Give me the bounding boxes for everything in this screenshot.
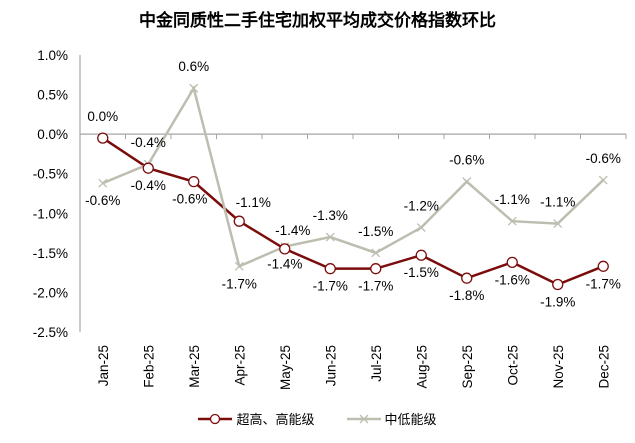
- data-label: -1.8%: [449, 288, 484, 303]
- legend-label: 超高、高能级: [236, 413, 315, 428]
- x-tick-label: Dec-25: [596, 345, 611, 389]
- x-tick-label: Jun-25: [323, 345, 338, 386]
- legend-item-series-2: 中低能级: [346, 409, 437, 428]
- data-point-x: [416, 223, 426, 232]
- chart-title: 中金同质性二手住宅加权平均成交价格指数环比: [139, 11, 496, 31]
- y-tick-label: -1.5%: [33, 246, 68, 261]
- data-point-x: [507, 216, 517, 226]
- y-tick-label: -2.5%: [33, 325, 68, 340]
- legend: 超高、高能级 中低能级: [0, 409, 635, 428]
- data-label: -1.7%: [586, 276, 621, 291]
- data-label: -1.1%: [495, 192, 530, 207]
- y-tick-label: 0.5%: [37, 88, 68, 103]
- y-tick-label: -2.0%: [33, 285, 68, 300]
- series-line-1: [102, 137, 604, 286]
- data-point-x: [371, 248, 381, 258]
- legend-label: 中低能级: [384, 413, 437, 428]
- data-label: -0.6%: [586, 151, 621, 166]
- data-label: -0.6%: [172, 192, 207, 207]
- data-label: -1.4%: [275, 223, 310, 238]
- x-tick-label: May-25: [278, 345, 293, 390]
- y-tick-label: 1.0%: [37, 48, 68, 63]
- data-point-x: [598, 175, 608, 185]
- data-point-circle: [461, 272, 473, 284]
- data-point-circle: [279, 243, 291, 255]
- y-tick-label: 0.0%: [37, 127, 68, 142]
- data-point-x: [553, 219, 563, 229]
- data-point-x: [325, 232, 335, 242]
- data-label: -0.4%: [131, 178, 166, 193]
- legend-item-series-1: 超高、高能级: [198, 409, 315, 428]
- data-label: -1.2%: [404, 199, 439, 214]
- x-tick-label: Apr-25: [232, 345, 247, 386]
- data-point-circle: [142, 162, 154, 174]
- data-label: -1.3%: [313, 208, 348, 223]
- x-tick-label: Oct-25: [505, 345, 520, 386]
- data-label: -0.4%: [131, 135, 166, 150]
- x-tick-label: Jul-25: [369, 345, 384, 382]
- y-tick-label: -1.0%: [33, 206, 68, 221]
- series-line-2: [102, 85, 605, 269]
- data-label: -1.7%: [313, 279, 348, 294]
- data-label: 0.0%: [87, 109, 118, 124]
- data-label: -1.6%: [495, 272, 530, 287]
- data-point-circle: [188, 175, 200, 188]
- data-label: -1.7%: [222, 276, 257, 291]
- data-point-circle: [370, 263, 382, 275]
- data-point-x: [234, 261, 244, 271]
- legend-x-marker-icon: [346, 414, 381, 423]
- data-label: -1.1%: [540, 195, 575, 210]
- data-label: -1.5%: [358, 224, 393, 239]
- y-tick-label: -0.5%: [33, 167, 68, 182]
- x-tick-label: Jan-25: [96, 345, 111, 386]
- data-label: -0.6%: [85, 193, 120, 208]
- data-label: -0.6%: [449, 153, 484, 168]
- data-point-circle: [324, 263, 336, 275]
- data-label: -1.5%: [404, 265, 439, 280]
- legend-circle-marker-icon: [198, 413, 233, 424]
- data-point-circle: [97, 132, 109, 144]
- x-tick-label: Aug-25: [414, 345, 429, 389]
- data-point-circle: [552, 278, 564, 291]
- data-label: -1.4%: [267, 257, 302, 272]
- data-point-x: [189, 83, 199, 93]
- data-point-circle: [233, 215, 245, 227]
- data-point-circle: [506, 256, 518, 269]
- x-tick-label: Sep-25: [460, 345, 475, 389]
- data-point-circle: [415, 249, 427, 261]
- x-tick-label: Mar-25: [187, 345, 202, 388]
- x-tick-label: Nov-25: [551, 345, 566, 389]
- data-label: -1.7%: [358, 279, 393, 294]
- data-label: -1.9%: [540, 295, 575, 310]
- data-point-x: [462, 177, 472, 187]
- data-point-circle: [597, 260, 609, 272]
- data-label: 0.6%: [178, 59, 209, 74]
- data-label: -1.1%: [236, 195, 271, 210]
- data-point-x: [98, 178, 108, 188]
- x-tick-label: Feb-25: [141, 345, 156, 388]
